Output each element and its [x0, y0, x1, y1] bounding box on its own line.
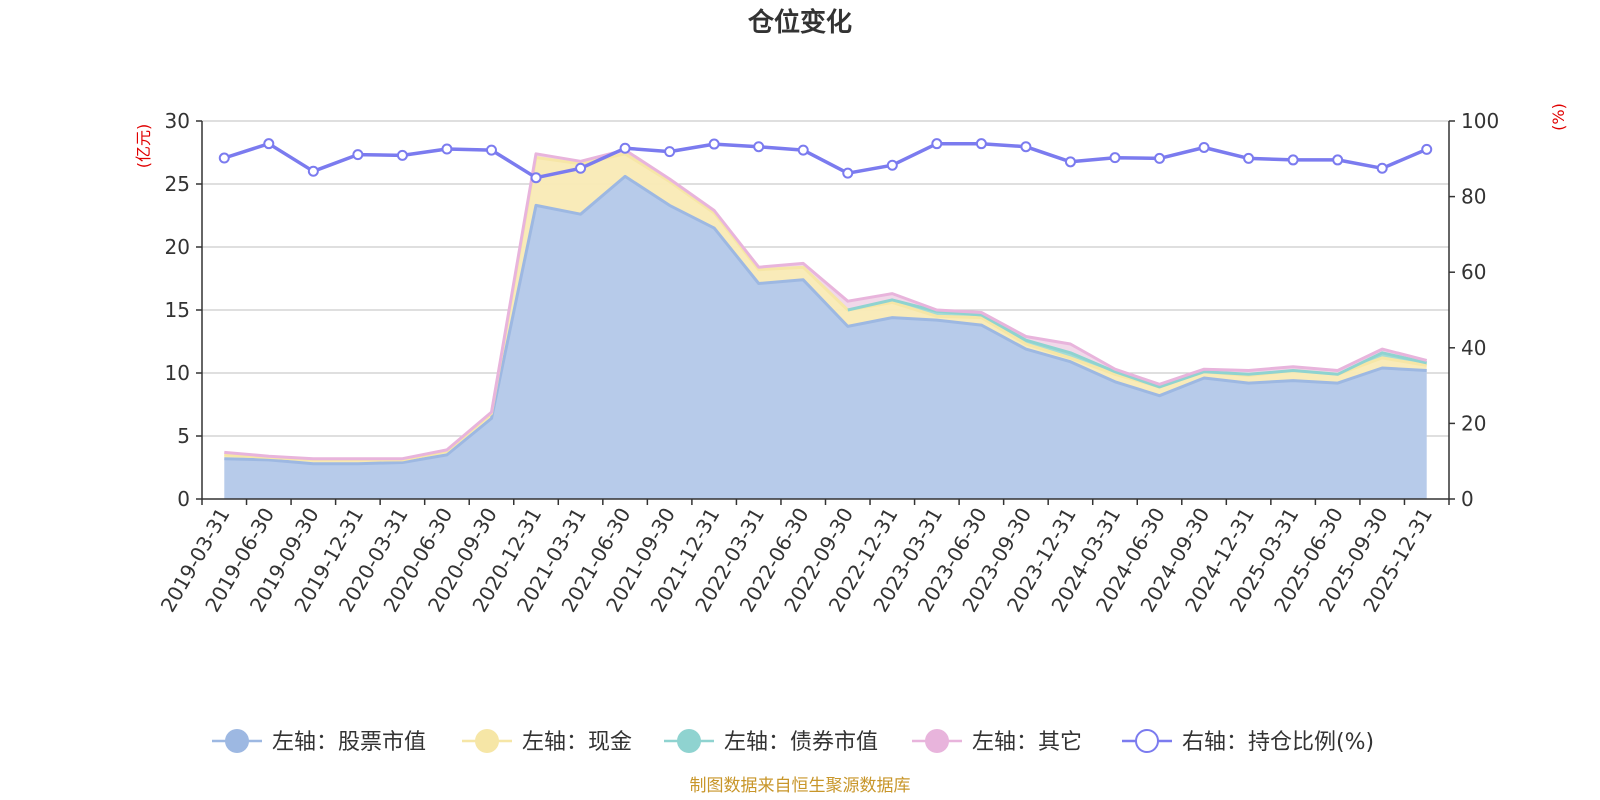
ratio-point — [619, 142, 631, 154]
legend-label: 左轴：现金 — [522, 730, 632, 755]
stacked-areas — [224, 148, 1428, 499]
legend-label: 右轴：持仓比例(%) — [1182, 730, 1374, 755]
ratio-point — [352, 149, 364, 161]
ratio-point — [1376, 162, 1388, 174]
right-tick-label: 0 — [1461, 487, 1474, 511]
legend-label: 左轴：债券市值 — [724, 730, 878, 755]
ratio-point — [218, 152, 230, 164]
ratio-point — [708, 138, 720, 150]
ratio-point — [753, 141, 765, 153]
right-tick-label: 40 — [1461, 336, 1486, 360]
left-tick-label: 30 — [165, 109, 190, 133]
cash-area — [224, 153, 1427, 464]
right-tick-label: 100 — [1461, 109, 1499, 133]
legend-item-other[interactable]: 左轴：其它 — [912, 729, 1082, 755]
legend-item-ratio[interactable]: 右轴：持仓比例(%) — [1122, 729, 1374, 755]
legend-label: 左轴：其它 — [972, 730, 1082, 755]
legend-swatch-marker — [1135, 729, 1159, 753]
left-tick-label: 20 — [165, 235, 190, 259]
ratio-line — [223, 141, 1428, 180]
stock-area — [224, 176, 1427, 499]
legend: 左轴：股票市值 左轴：现金 左轴：债券市值 左轴：其它 右轴：持仓比例(%) — [212, 729, 1374, 755]
ratio-point — [1109, 152, 1121, 164]
left-tick-label: 15 — [165, 298, 190, 322]
ratio-point — [1332, 154, 1344, 166]
legend-item-bond[interactable]: 左轴：债券市值 — [664, 729, 878, 755]
ratio-point — [263, 138, 275, 150]
ratio-point — [931, 138, 943, 150]
legend-item-cash[interactable]: 左轴：现金 — [462, 729, 632, 755]
legend-swatch-marker — [475, 729, 499, 753]
ratio-point — [1287, 154, 1299, 166]
ratio-point — [975, 138, 987, 150]
ratio-point — [485, 144, 497, 156]
left-tick-label: 25 — [165, 172, 190, 196]
right-axis-unit: (%) — [1549, 103, 1568, 131]
ratio-point — [1421, 143, 1433, 155]
ratio-point — [1020, 141, 1032, 153]
left-tick-label: 0 — [177, 487, 190, 511]
other-area-line — [224, 148, 1428, 461]
left-axis-unit: (亿元) — [134, 124, 153, 169]
ratio-point — [441, 143, 453, 155]
legend-swatch-marker — [677, 729, 701, 753]
legend-item-stock[interactable]: 左轴：股票市值 — [212, 729, 426, 755]
chart-title: 仓位变化 — [747, 7, 852, 38]
ratio-point — [664, 146, 676, 158]
right-tick-label: 80 — [1461, 185, 1486, 209]
ratio-point — [797, 144, 809, 156]
ratio-line-series — [218, 138, 1433, 184]
left-tick-label: 10 — [165, 361, 190, 385]
left-tick-label: 5 — [177, 424, 190, 448]
ratio-point — [1243, 152, 1255, 164]
ratio-point — [1154, 152, 1166, 164]
ratio-point — [307, 165, 319, 177]
ratio-point — [842, 167, 854, 179]
source-note: 制图数据来自恒生聚源数据库 — [690, 776, 911, 796]
ratio-point — [1198, 141, 1210, 153]
stock-area-line — [224, 174, 1427, 466]
ratio-point — [575, 162, 587, 174]
ratio-point — [396, 149, 408, 161]
legend-swatch-marker — [225, 729, 249, 753]
ratio-point — [530, 172, 542, 184]
legend-label: 左轴：股票市值 — [272, 730, 426, 755]
legend-swatch-marker — [925, 729, 949, 753]
right-tick-label: 60 — [1461, 260, 1486, 284]
right-tick-label: 20 — [1461, 411, 1486, 435]
ratio-point — [886, 159, 898, 171]
ratio-point — [1064, 156, 1076, 168]
